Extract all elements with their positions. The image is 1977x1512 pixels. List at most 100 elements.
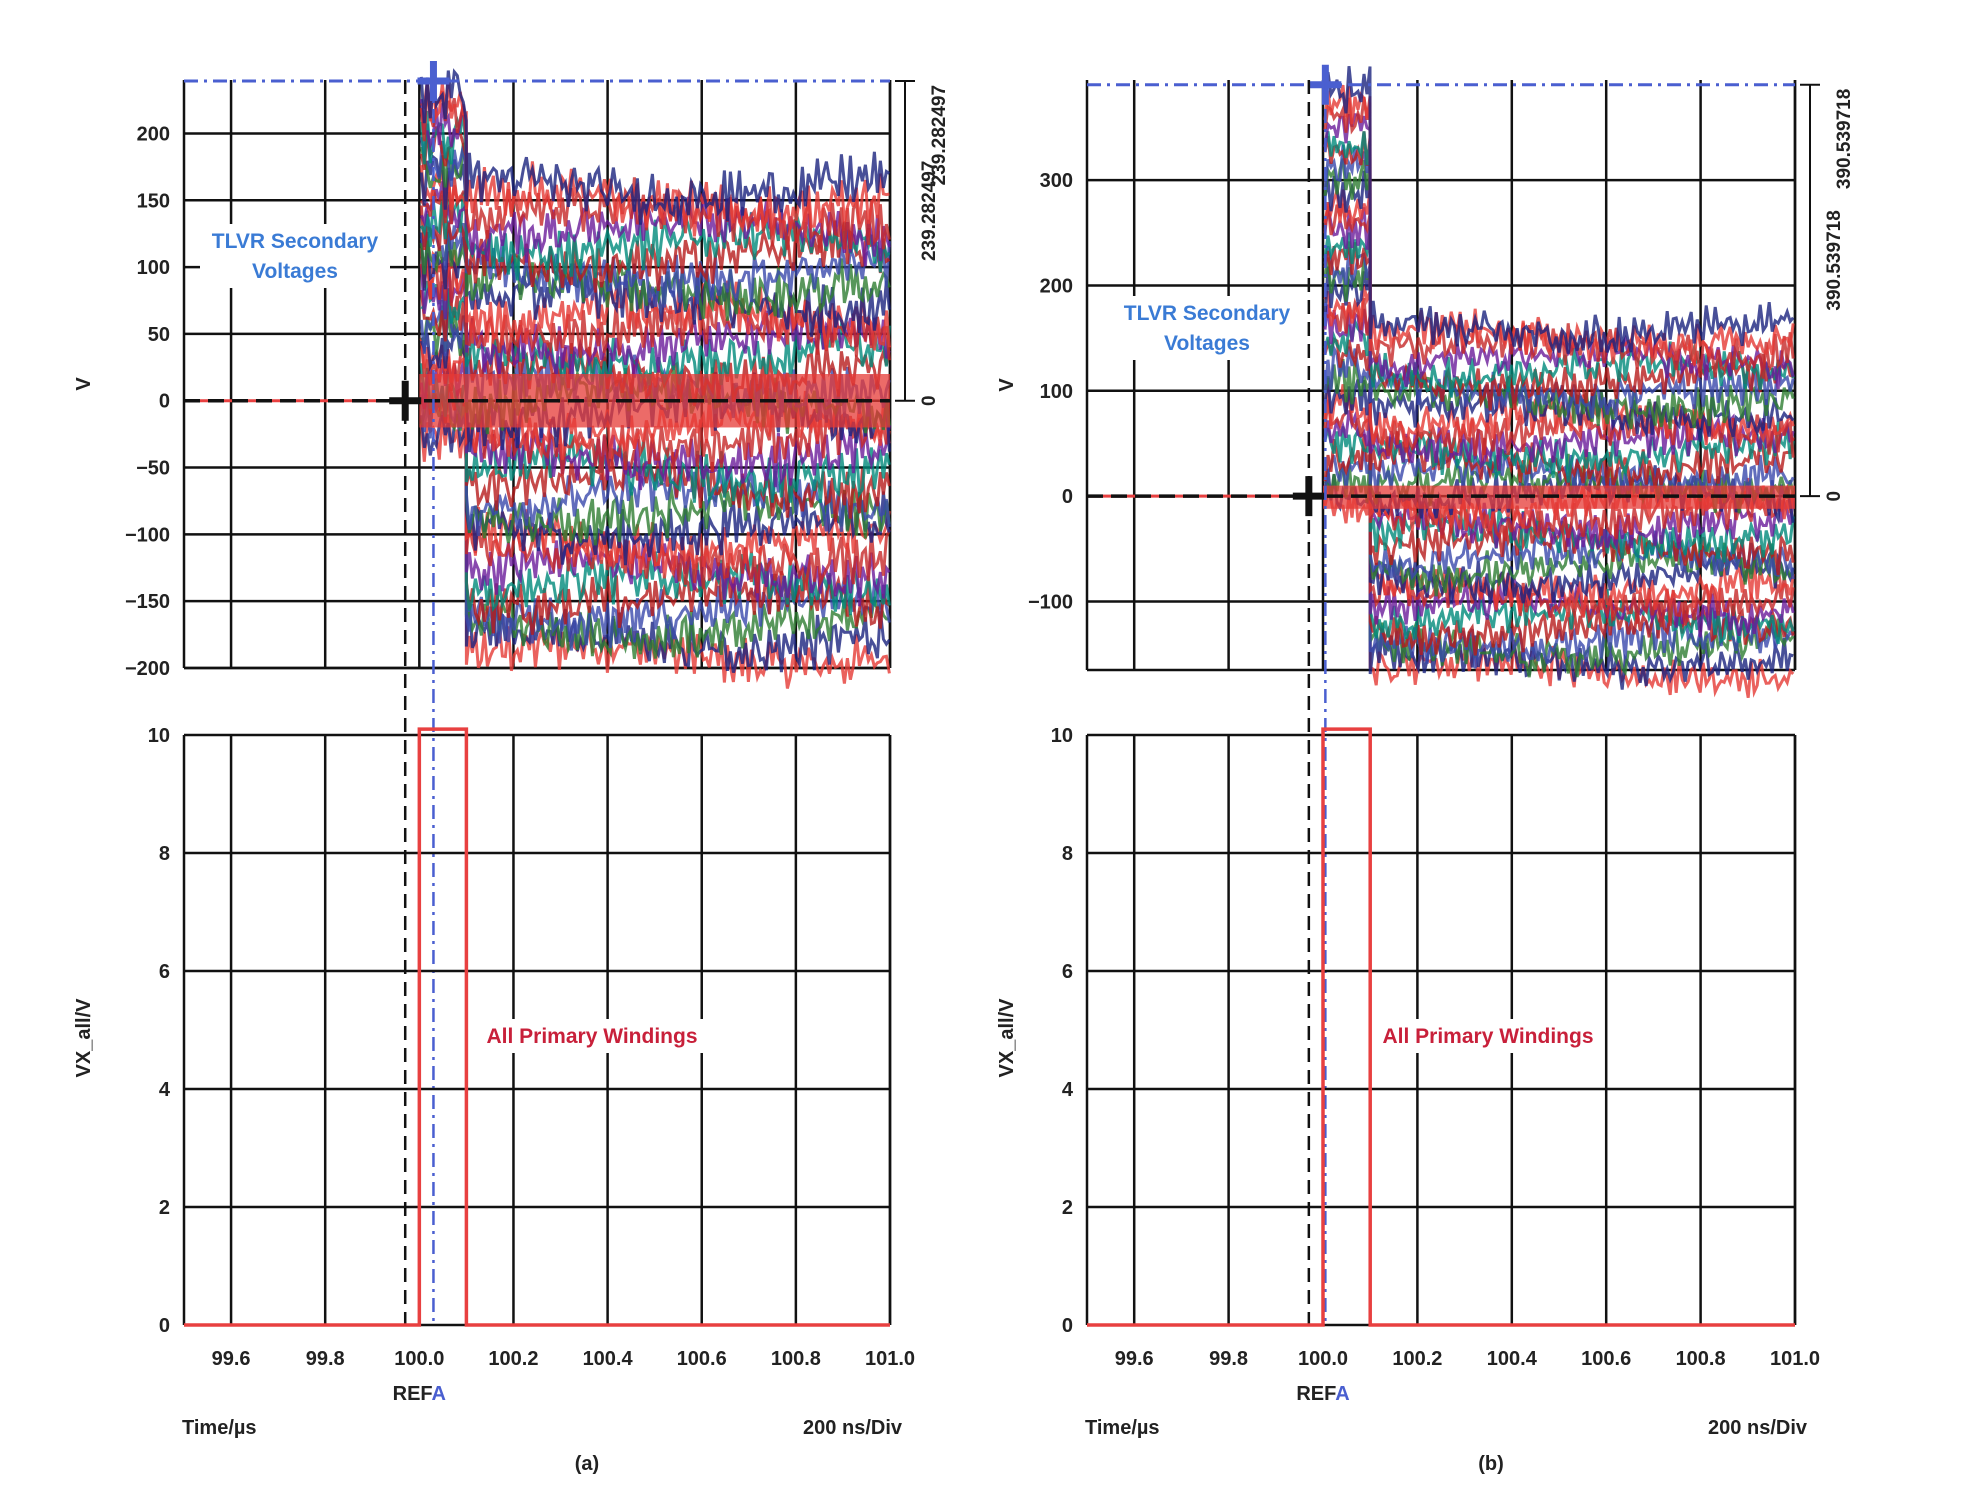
trace <box>419 68 891 226</box>
trace <box>1323 304 1795 551</box>
series-secondary-voltages <box>1323 66 1795 698</box>
x-tick-label: 100.6 <box>1581 1348 1631 1370</box>
y-tick-label: 10 <box>148 725 170 747</box>
trace <box>1323 205 1795 471</box>
series-primary-windings <box>184 727 890 1327</box>
y-tick-label: 2 <box>159 1197 170 1219</box>
measure-label-zero: 0 <box>1824 491 1845 502</box>
measure-label-top: 239.282497 <box>929 85 950 185</box>
y-axis-label: VX_all/V <box>996 998 1018 1078</box>
annotation-bg <box>1373 1019 1603 1053</box>
x-tick-label: 99.8 <box>1209 1348 1248 1370</box>
x-axis-label: Time/µs <box>182 1417 257 1439</box>
time-div-label: 200 ns/Div <box>1708 1417 1808 1439</box>
annotation-primary: All Primary Windings <box>1382 1025 1593 1048</box>
x-tick-label: 100.2 <box>1392 1348 1442 1370</box>
y-tick-label: 150 <box>137 190 170 212</box>
top-plot: 200 150 100 50 0 −50 −100 −150 −200 239.282497239… <box>73 60 950 689</box>
x-tick-label: 100.8 <box>1676 1348 1726 1370</box>
trace <box>1323 342 1795 582</box>
y-tick-label: 0 <box>1062 1315 1073 1337</box>
y-tick-label: 4 <box>1062 1079 1074 1101</box>
ref-marker: REFA <box>393 1383 446 1405</box>
x-tick-label: 99.8 <box>306 1348 345 1370</box>
y-tick-label: 0 <box>159 1315 170 1337</box>
y-tick-label: 200 <box>137 123 170 145</box>
annotation-bg <box>1112 296 1302 360</box>
measure-label-zero: 0 <box>919 395 940 406</box>
y-tick-label: −100 <box>125 524 170 546</box>
series-primary-windings <box>1087 727 1795 1327</box>
x-tick-label: 99.6 <box>1115 1348 1154 1370</box>
y-tick-label: 10 <box>1051 725 1073 747</box>
y-tick-label: 0 <box>159 391 170 413</box>
trace <box>419 411 891 673</box>
x-tick-label: 100.2 <box>488 1348 538 1370</box>
y-tick-label: 8 <box>159 843 170 865</box>
y-tick-label: 6 <box>1062 961 1073 983</box>
annotation-line-2: Voltages <box>252 260 338 283</box>
measure-label-top: 390.539718 <box>1834 89 1855 189</box>
x-tick-label: 100.0 <box>1298 1348 1348 1370</box>
x-tick-label: 100.0 <box>394 1348 444 1370</box>
annotation-bg <box>477 1019 707 1053</box>
y-tick-label: 4 <box>159 1079 171 1101</box>
x-tick-label: 100.8 <box>771 1348 821 1370</box>
annotation-line-1: TLVR Secondary <box>1124 302 1291 325</box>
trace <box>419 288 891 522</box>
panel-b: 3002001000−100390.539718390.5397180TLVR … <box>996 64 1855 1475</box>
top-plot: 300 200 100 0 −100 390.539718 390.539718 0 TLVR … <box>996 64 1855 698</box>
y-tick-label: 2 <box>1062 1197 1073 1219</box>
ref-marker: REFA <box>1296 1383 1349 1405</box>
x-tick-label: 100.4 <box>1487 1348 1538 1370</box>
ref-letter: A <box>432 1383 446 1405</box>
y-tick-label: 300 <box>1040 170 1073 192</box>
trace <box>420 280 891 507</box>
x-tick-label: 99.6 <box>212 1348 251 1370</box>
y-tick-label: −200 <box>125 658 170 680</box>
y-axis-label: V <box>73 377 95 391</box>
y-tick-label: −150 <box>125 591 170 613</box>
x-tick-label: 101.0 <box>865 1348 915 1370</box>
bottom-plot: 10 8 6 4 2 0 All Primary Windings VX_all/V 99.6 9… <box>996 725 1820 1370</box>
panel-caption: (a) <box>575 1453 599 1475</box>
y-axis-label: VX_all/V <box>73 998 95 1078</box>
trace <box>419 338 891 579</box>
trace <box>1323 66 1795 355</box>
x-tick-label: 101.0 <box>1770 1348 1820 1370</box>
ref-letter: A <box>1335 1383 1349 1405</box>
y-tick-label: 8 <box>1062 843 1073 865</box>
trace <box>419 107 891 281</box>
x-tick-label: 100.6 <box>677 1348 727 1370</box>
y-tick-label: 100 <box>137 257 170 279</box>
time-div-label: 200 ns/Div <box>803 1417 903 1439</box>
annotation-line-2: Voltages <box>1164 332 1250 355</box>
series-secondary-voltages <box>419 68 891 689</box>
y-tick-label: 100 <box>1040 381 1073 403</box>
y-tick-label: −100 <box>1028 592 1073 614</box>
ref-text: REF <box>1296 1383 1336 1405</box>
panel-caption: (b) <box>1478 1453 1504 1475</box>
trace <box>1323 468 1794 690</box>
trace <box>1323 158 1795 430</box>
y-tick-label: 200 <box>1040 275 1073 297</box>
y-tick-label: −50 <box>136 458 170 480</box>
annotation-primary: All Primary Windings <box>486 1025 697 1048</box>
trace <box>1323 392 1795 628</box>
ref-text: REF <box>393 1383 433 1405</box>
bottom-plot: 10 8 6 4 2 0 All Primary Windings VX_all/V 99.6 9… <box>73 725 915 1370</box>
annotation-line-1: TLVR Secondary <box>212 230 379 253</box>
y-tick-label: 50 <box>148 324 170 346</box>
trace <box>1323 315 1795 563</box>
x-axis-label: Time/µs <box>1085 1417 1160 1439</box>
measure-label-delta: 390.539718 <box>1824 210 1845 310</box>
trace <box>420 171 891 361</box>
y-tick-label: 0 <box>1062 486 1073 508</box>
y-axis-label: V <box>996 378 1018 392</box>
panel-a: 200150100500−50−100−150−200239.282497239… <box>73 60 950 1475</box>
x-tick-label: 100.4 <box>583 1348 634 1370</box>
measure-label-delta: 239.282497 <box>919 161 940 261</box>
y-tick-label: 6 <box>159 961 170 983</box>
trace <box>1323 426 1795 645</box>
